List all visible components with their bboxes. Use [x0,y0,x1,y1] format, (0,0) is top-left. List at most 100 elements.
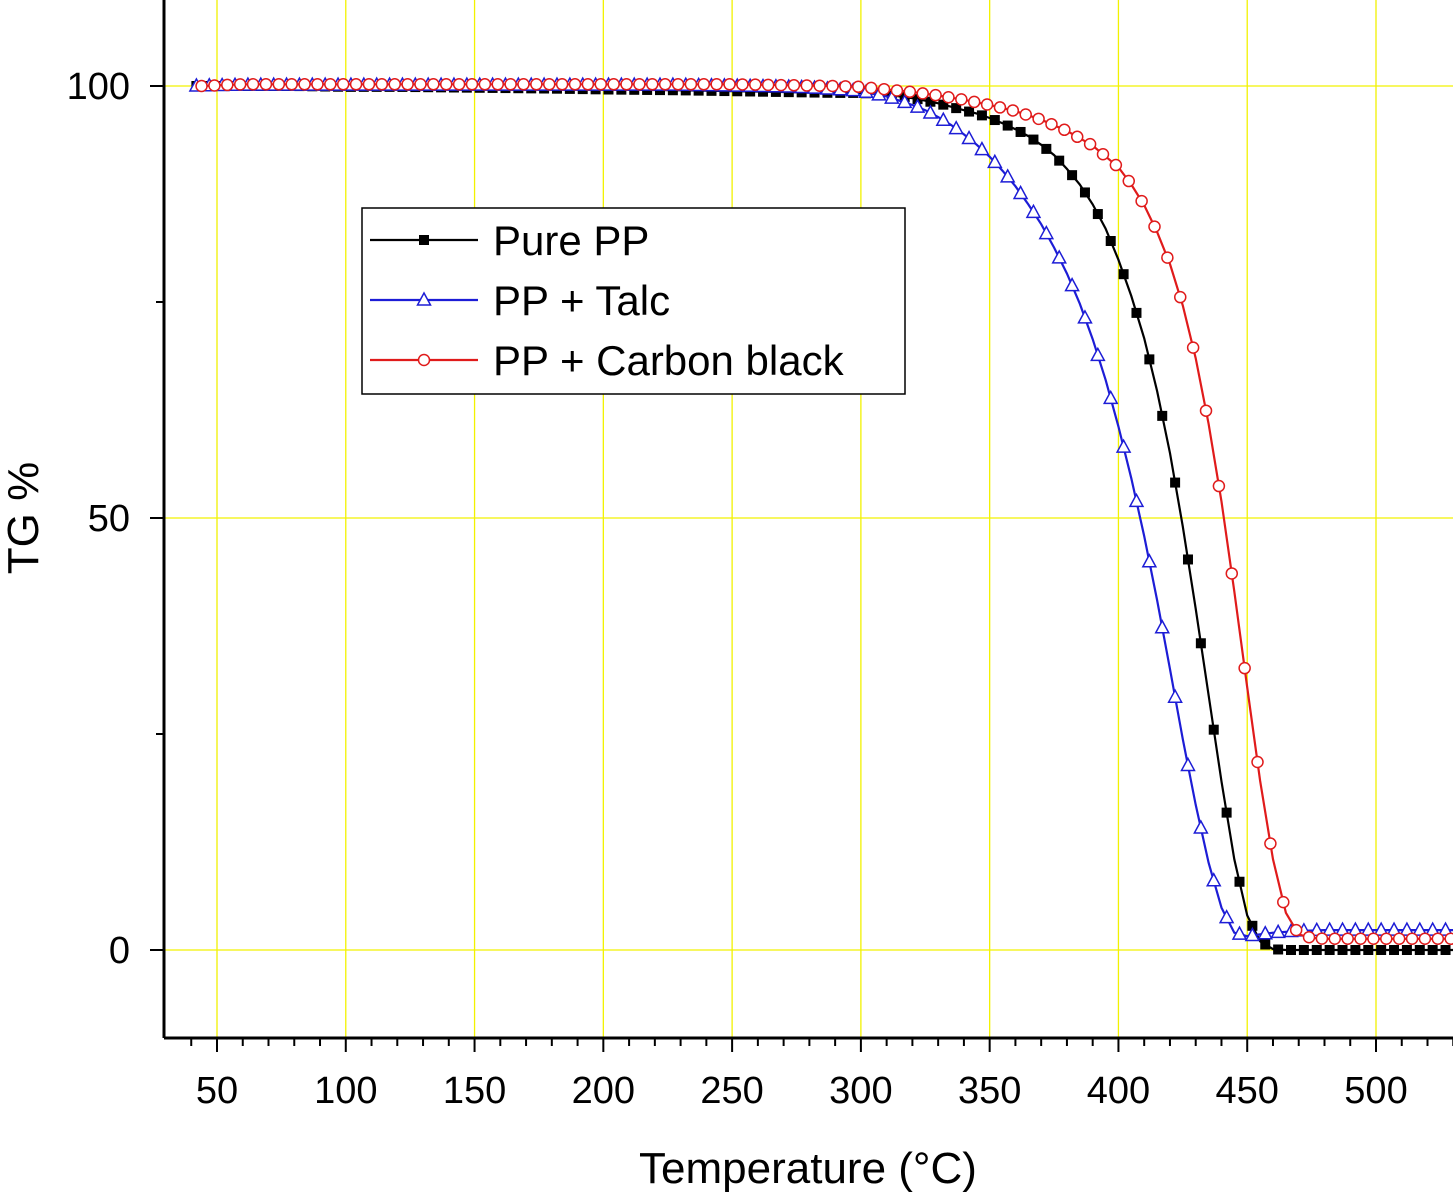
data-point [1354,932,1367,946]
data-point [955,93,968,106]
data-point [1019,108,1032,121]
data-point [864,81,878,95]
data-point [813,79,826,92]
data-point [1212,479,1226,493]
data-point [761,78,775,92]
data-point [439,78,453,91]
ticks: 50 100 150 200 250 300 350 400 450 500 0 50 100 [67,66,1453,1112]
data-point [1273,944,1284,955]
data-point [1260,939,1271,950]
data-point [336,78,350,91]
data-point [568,78,582,91]
data-point [1174,290,1187,304]
data-point [1141,553,1158,568]
data-point [1051,249,1067,264]
data-point [658,78,672,91]
data-point [1054,155,1065,166]
data-point [1289,923,1303,937]
x-tick-label: 100 [314,1070,377,1112]
data-point [896,93,913,109]
legend-label: PP + Talc [493,277,670,324]
data-point [530,78,543,91]
data-point [1418,932,1432,946]
data-point [1444,932,1453,946]
data-point [208,79,221,92]
data-point [1238,661,1251,675]
series-layer [188,76,1453,955]
legend-label: Pure PP [493,217,649,264]
data-point [1401,945,1412,955]
data-point [1360,921,1377,936]
data-point [1025,203,1042,219]
legend: Pure PP PP + Talc PP + Carbon black [361,207,906,395]
data-point [967,95,981,109]
data-point [929,88,942,102]
data-point [233,78,247,91]
data-point [1199,404,1213,417]
data-point [620,78,633,91]
data-point [1257,925,1274,940]
data-point [1105,236,1116,247]
data-point [1231,925,1248,940]
data-point [974,141,990,156]
data-point [1041,143,1052,154]
data-point [1427,945,1438,955]
x-tick-label: 400 [1087,1070,1150,1112]
data-point [961,129,977,145]
data-point [1234,876,1245,887]
data-point [1096,148,1110,161]
data-point [285,78,298,91]
data-point [1386,921,1402,936]
data-point [1328,932,1342,946]
data-point [826,79,839,93]
data-point [1006,104,1020,117]
data-point [1412,921,1428,936]
data-point [1298,945,1309,955]
data-point [414,78,427,91]
data-point [1302,930,1316,944]
data-point [1399,921,1415,936]
data-point [787,79,801,92]
data-point [942,90,955,104]
data-point [723,78,736,91]
data-point [311,78,324,91]
data-point [1389,945,1400,955]
data-point [362,78,376,91]
data-point [964,106,975,117]
data-point [1440,945,1451,955]
data-point [349,78,363,91]
data-point [922,104,939,119]
data-point [1077,309,1093,324]
data-point [1221,807,1232,818]
data-point [465,78,479,91]
data-point [555,78,569,91]
x-tick-label: 450 [1216,1070,1279,1112]
x-tick-label: 150 [443,1070,506,1112]
data-point [948,120,964,135]
data-point [542,78,556,91]
data-point [697,78,711,91]
data-point [1182,554,1193,565]
axes [162,0,1453,1040]
data-point [1118,269,1129,280]
data-point [1154,619,1170,634]
x-tick-label: 300 [829,1070,892,1112]
x-tick-label: 250 [700,1070,763,1112]
data-point [1225,567,1239,580]
data-point [1102,389,1119,405]
data-point [903,85,917,99]
data-point [221,78,234,92]
data-point [999,168,1016,183]
data-point [1437,921,1453,936]
data-point [951,103,962,114]
data-point [1321,921,1338,936]
data-point [989,115,1000,126]
x-tick-label: 350 [958,1070,1021,1112]
data-point [324,78,337,91]
data-point [388,78,401,91]
x-tick-label: 200 [572,1070,635,1112]
data-point [1376,945,1387,955]
data-point [1067,170,1078,181]
data-point [1311,945,1322,955]
